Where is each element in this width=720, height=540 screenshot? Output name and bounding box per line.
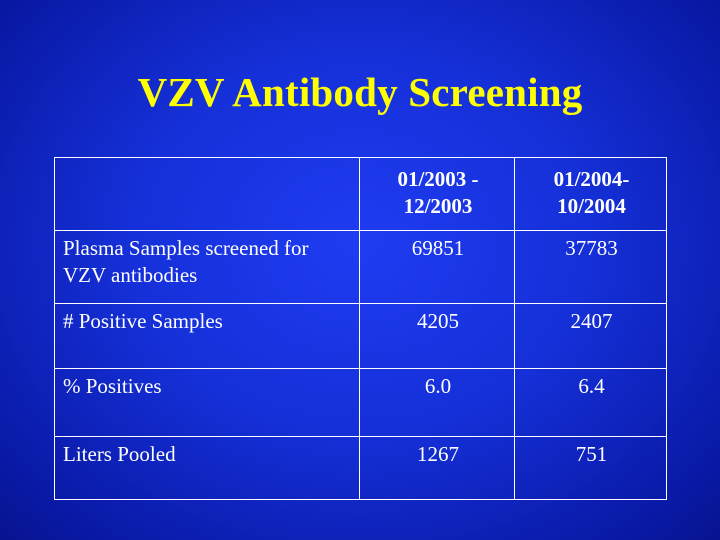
header-period-2003: 01/2003 - 12/2003 [359,157,515,231]
table-row: Plasma Samples screened for VZV antibodi… [54,230,667,304]
slide-title: VZV Antibody Screening [137,69,583,115]
table-row: Liters Pooled 1267 751 [54,436,667,500]
cell-value-2004: 37783 [514,230,667,304]
table-header-row: 01/2003 - 12/2003 01/2004-10/2004 [54,157,667,231]
table-row: % Positives 6.0 6.4 [54,368,667,437]
cell-value-2004: 6.4 [514,368,667,437]
row-label: # Positive Samples [54,303,360,369]
cell-value-2003: 6.0 [359,368,515,437]
cell-value-2003: 69851 [359,230,515,304]
row-label: Liters Pooled [54,436,360,500]
row-label: % Positives [54,368,360,437]
header-period-2004: 01/2004-10/2004 [514,157,667,231]
header-empty-cell [54,157,360,231]
cell-value-2003: 4205 [359,303,515,369]
table-row: # Positive Samples 4205 2407 [54,303,667,369]
screening-table: 01/2003 - 12/2003 01/2004-10/2004 Plasma… [54,157,667,500]
cell-value-2004: 2407 [514,303,667,369]
row-label: Plasma Samples screened for VZV antibodi… [54,230,360,304]
cell-value-2003: 1267 [359,436,515,500]
cell-value-2004: 751 [514,436,667,500]
